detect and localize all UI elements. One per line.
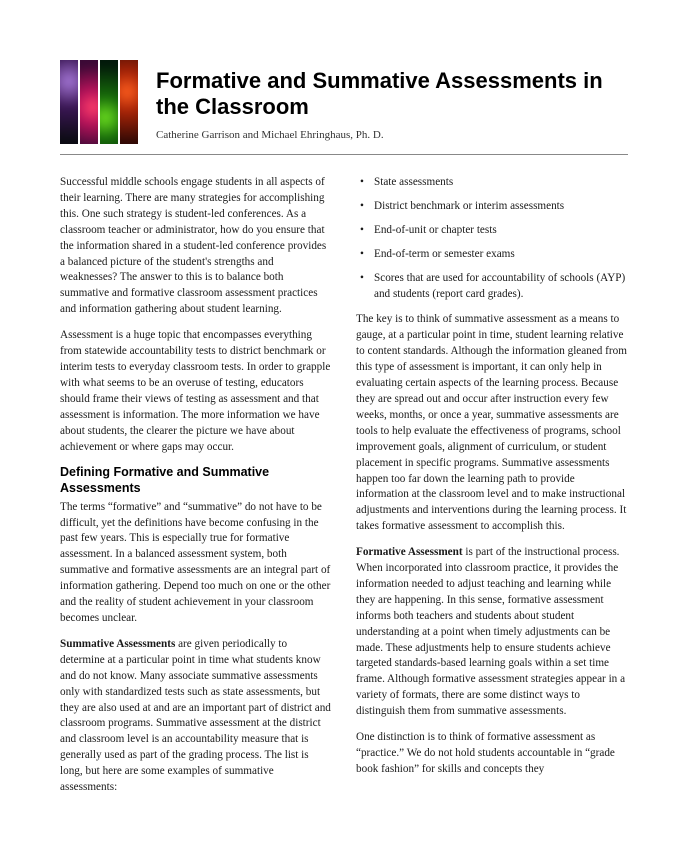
summative-text: are given periodically to determine at a… (60, 638, 331, 793)
right-column: State assessments District benchmark or … (356, 175, 628, 806)
summative-para: Summative Assessments are given periodic… (60, 637, 332, 796)
body-columns: Successful middle schools engage student… (60, 175, 628, 806)
summative-label: Summative Assessments (60, 638, 175, 650)
intro-para-2: Assessment is a huge topic that encompas… (60, 328, 332, 455)
page-title: Formative and Summative Assessments in t… (156, 68, 628, 121)
summative-key-para: The key is to think of summative assessm… (356, 312, 628, 535)
subhead-defining: Defining Formative and Summative Assessm… (60, 465, 332, 496)
image-stripe-4 (120, 60, 138, 144)
header-divider (60, 154, 628, 155)
image-stripe-2 (80, 60, 98, 144)
defining-para: The terms “formative” and “summative” do… (60, 500, 332, 627)
list-item: End-of-unit or chapter tests (356, 223, 628, 239)
intro-para-1: Successful middle schools engage student… (60, 175, 332, 318)
list-item: District benchmark or interim assessment… (356, 199, 628, 215)
summative-examples-list: State assessments District benchmark or … (356, 175, 628, 302)
list-item: Scores that are used for accountability … (356, 271, 628, 303)
image-stripe-3 (100, 60, 118, 144)
left-column: Successful middle schools engage student… (60, 175, 332, 806)
formative-para: Formative Assessment is part of the inst… (356, 545, 628, 720)
header-text: Formative and Summative Assessments in t… (156, 60, 628, 141)
list-item: State assessments (356, 175, 628, 191)
authors: Catherine Garrison and Michael Ehringhau… (156, 129, 628, 141)
practice-para: One distinction is to think of formative… (356, 730, 628, 778)
formative-label: Formative Assessment (356, 546, 463, 558)
image-stripe-1 (60, 60, 78, 144)
document-page: Formative and Summative Assessments in t… (0, 0, 688, 858)
decorative-bokeh-image (60, 60, 138, 144)
formative-text: is part of the instructional process. Wh… (356, 546, 625, 717)
header: Formative and Summative Assessments in t… (60, 60, 628, 144)
list-item: End-of-term or semester exams (356, 247, 628, 263)
